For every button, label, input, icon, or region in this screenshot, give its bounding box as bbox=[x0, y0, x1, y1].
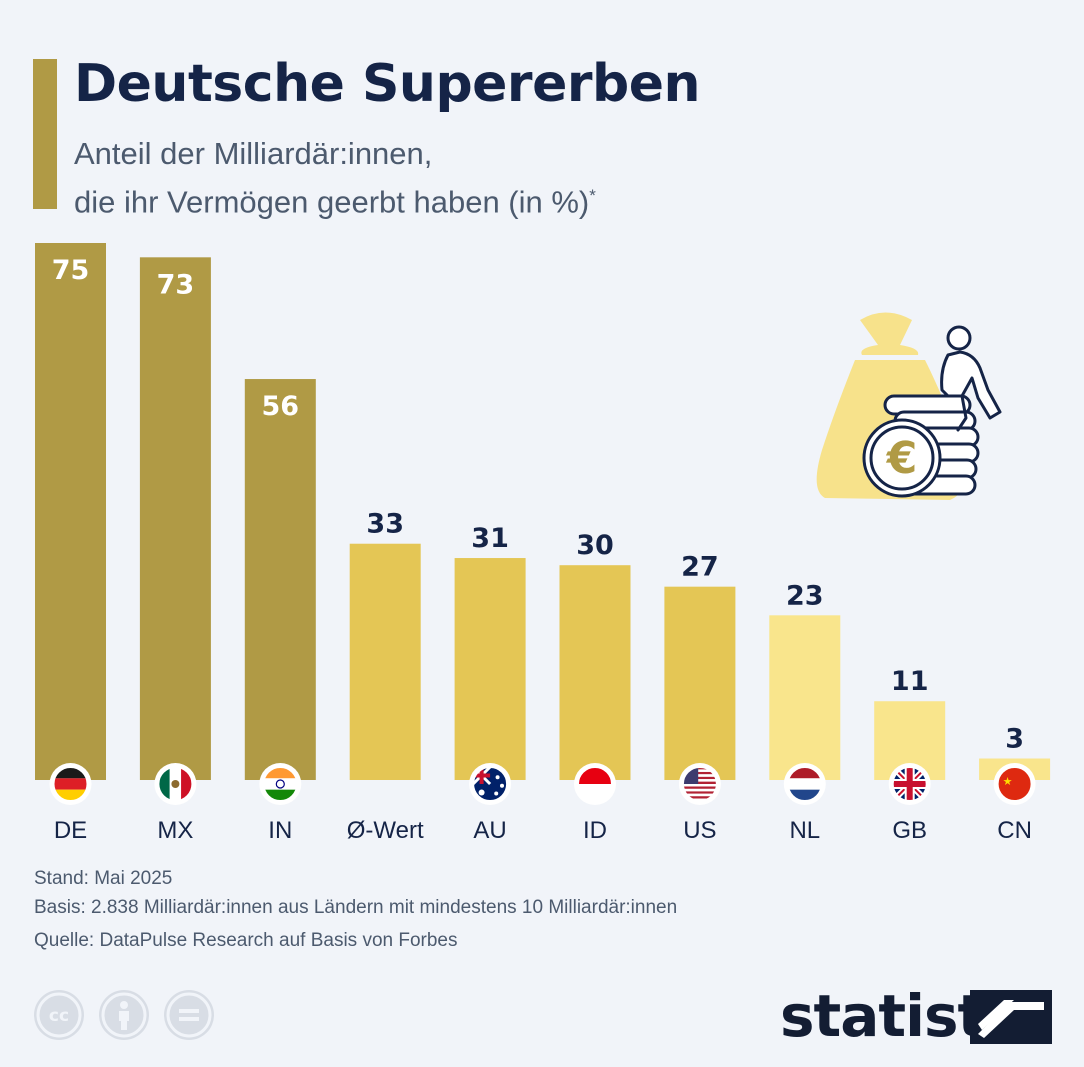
value-label: 73 bbox=[157, 269, 195, 300]
flag-indonesia-icon bbox=[574, 763, 616, 805]
category-label: NL bbox=[789, 817, 820, 844]
flag-australia-icon bbox=[469, 763, 512, 805]
flag-germany-icon bbox=[49, 763, 92, 805]
flag-mexico-icon bbox=[154, 763, 197, 805]
value-label: 3 bbox=[1005, 724, 1024, 755]
category-label: AU bbox=[473, 817, 506, 844]
value-label: 33 bbox=[366, 509, 404, 540]
value-label: 30 bbox=[576, 530, 614, 561]
bar-au bbox=[454, 558, 526, 780]
cc-icon[interactable]: cc bbox=[34, 990, 84, 1040]
money-bag-illustration-icon: € bbox=[816, 312, 1002, 500]
value-label: 11 bbox=[891, 666, 929, 697]
value-label: 23 bbox=[786, 580, 824, 611]
subtitle-line-2: die ihr Vermögen geerbt haben (in %)* bbox=[74, 175, 596, 223]
attribution-icon[interactable] bbox=[99, 990, 149, 1040]
value-label: 56 bbox=[262, 391, 300, 422]
subtitle-line-2-text: die ihr Vermögen geerbt haben (in %) bbox=[74, 184, 590, 220]
footnote-mark: * bbox=[589, 186, 596, 205]
title-accent-bar bbox=[33, 59, 57, 209]
category-label: CN bbox=[997, 817, 1032, 844]
subtitle-line-1: Anteil der Milliardär:innen, bbox=[74, 136, 433, 171]
value-label: 27 bbox=[681, 552, 719, 583]
category-label: US bbox=[683, 817, 716, 844]
footer-source: Quelle: DataPulse Research auf Basis von… bbox=[34, 930, 458, 951]
category-label: Ø-Wert bbox=[347, 817, 424, 844]
flag-usa-icon bbox=[678, 763, 721, 805]
flag-netherlands-icon bbox=[783, 763, 826, 805]
category-label: IN bbox=[268, 817, 292, 844]
statista-logo-mark-icon bbox=[970, 990, 1052, 1044]
bar-nl bbox=[769, 615, 841, 780]
footer-basis: Basis: 2.838 Milliardär:innen aus Länder… bbox=[34, 897, 678, 918]
category-label: GB bbox=[892, 817, 927, 844]
bar-id bbox=[559, 565, 631, 780]
svg-text:★: ★ bbox=[1003, 775, 1013, 788]
bar-chart: 75 73 56 33 31 30 27 23 11 3 ★ DE MX IN Ø-Wert AU ID US… bbox=[35, 243, 1051, 844]
category-label: ID bbox=[583, 817, 607, 844]
value-label: 31 bbox=[471, 523, 509, 554]
no-derivatives-icon[interactable] bbox=[164, 990, 214, 1040]
flag-india-icon bbox=[259, 763, 302, 805]
bar-in bbox=[244, 379, 316, 780]
flag-uk-icon bbox=[888, 763, 931, 805]
value-label: 75 bbox=[52, 255, 90, 286]
bar-us bbox=[664, 586, 736, 780]
footer-stand: Stand: Mai 2025 bbox=[34, 868, 173, 889]
category-label: DE bbox=[54, 817, 87, 844]
svg-text:€: € bbox=[886, 433, 918, 484]
svg-text:cc: cc bbox=[49, 1006, 69, 1026]
bar-mx bbox=[139, 257, 211, 780]
chart-subtitle: Anteil der Milliardär:innen, die ihr Ver… bbox=[74, 133, 596, 223]
flag-china-icon: ★ bbox=[993, 763, 1036, 805]
bar-de bbox=[35, 243, 106, 780]
chart-title: Deutsche Supererben bbox=[74, 54, 701, 114]
bar-wert bbox=[349, 543, 421, 780]
category-label: MX bbox=[157, 817, 193, 844]
